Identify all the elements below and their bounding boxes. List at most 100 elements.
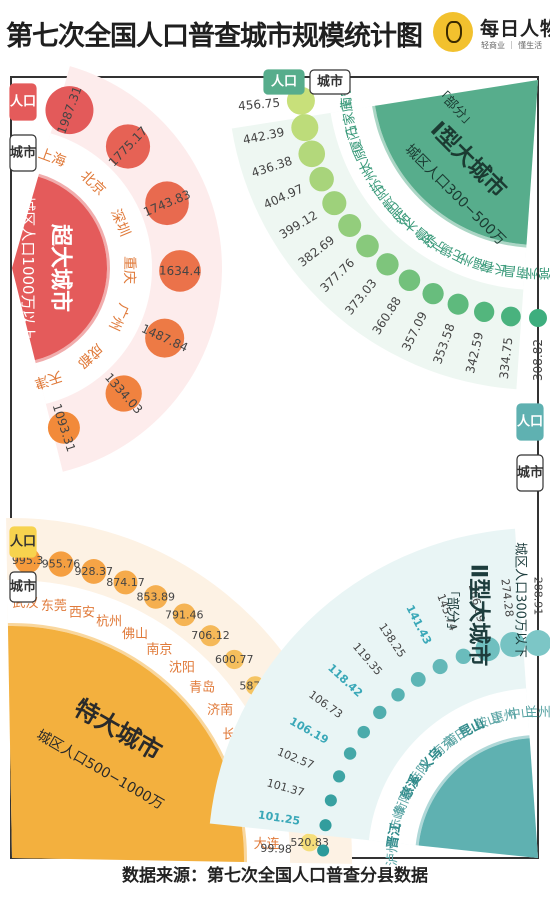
city-label: 南昌 — [502, 262, 530, 281]
pill-population-mega-text: 人口 — [10, 534, 36, 550]
value-bubble — [298, 140, 326, 168]
value-bubble — [224, 649, 244, 670]
value-bubble — [332, 770, 346, 783]
city-band — [7, 580, 291, 863]
city-label: 中山 — [507, 705, 535, 723]
pill-population-mega — [9, 526, 37, 558]
value-bubble — [48, 551, 74, 577]
value-bubble — [447, 293, 469, 315]
core-ring — [372, 105, 527, 248]
pill-city-mega — [9, 571, 37, 603]
pill-population-super — [9, 83, 37, 121]
value-bubble — [343, 747, 357, 760]
data-source: 数据来源：第七次全国人口普查分县数据 — [122, 866, 428, 886]
value-bubble — [525, 630, 550, 656]
value-bubble — [317, 844, 330, 857]
city-label: 青岛 — [189, 680, 215, 696]
value-label: 288.91 — [532, 577, 545, 616]
value-label: 791.46 — [165, 608, 204, 621]
value-bubble — [391, 688, 405, 702]
city-band — [330, 105, 527, 290]
value-bubble — [376, 253, 399, 276]
value-label: 308.82 — [531, 339, 545, 381]
city-band — [34, 133, 152, 404]
value-bubble — [432, 659, 448, 675]
city-label: 大连 — [254, 836, 280, 852]
brand-tagline: 轻商业 ｜ 懂生活 — [481, 41, 543, 50]
value-label: 853.89 — [137, 590, 176, 603]
pill-city-mega-text: 城市 — [10, 579, 36, 595]
value-bubble — [357, 725, 370, 739]
value-label: 955.76 — [42, 558, 81, 571]
page-title: 第七次全国人口普查城市规模统计图 — [6, 21, 423, 52]
value-bubble — [47, 411, 80, 444]
value-bubble — [45, 86, 94, 135]
city-label: 赤峰 — [388, 805, 409, 834]
super-subtitle: 城区人口1000万以上 — [19, 196, 37, 339]
value-bubble — [356, 234, 379, 258]
value-bubble — [373, 705, 387, 720]
pill-population-typeII-text: 人口 — [517, 414, 543, 430]
value-bubble — [159, 250, 201, 292]
value-bubble — [199, 625, 222, 647]
city-label: 石家庄 — [338, 98, 361, 139]
value-label: 600.77 — [215, 653, 254, 666]
value-label: 274.28 — [498, 578, 515, 618]
value-label: 334.75 — [497, 337, 516, 380]
core-ring — [415, 735, 530, 846]
pill-population-super-text: 人口 — [10, 94, 36, 110]
pill-city-super-text: 城市 — [10, 145, 36, 161]
super-title: 超大城市 — [48, 224, 74, 312]
core-sector — [12, 176, 108, 361]
city-label: 泸州 — [385, 840, 401, 867]
header-divider — [403, 22, 405, 48]
header: 第七次全国人口普查城市规模统计图 每日人物 轻商业 ｜ 懂生活 — [0, 0, 550, 66]
city-band — [368, 688, 530, 846]
city-label: 重庆 — [121, 256, 137, 284]
city-label: 晋江 — [384, 822, 404, 850]
pill-population-typeI — [263, 69, 305, 95]
value-bubble — [398, 269, 421, 292]
core-sector — [375, 80, 538, 245]
value-bubble — [81, 558, 107, 584]
pill-city-super — [9, 134, 37, 172]
city-label: 沈阳 — [169, 660, 195, 675]
city-label: 兰州 — [525, 706, 550, 721]
value-bubble — [422, 283, 444, 305]
value-bubble — [322, 191, 347, 216]
city-label: 长春 — [480, 257, 509, 277]
value-bubble — [143, 585, 168, 609]
brand-logo-icon — [433, 12, 473, 52]
value-bubble — [529, 309, 547, 327]
value-label: 1634.4 — [159, 264, 201, 279]
value-bubble — [501, 306, 521, 327]
value-bubble — [172, 603, 196, 627]
typeII-tag: 「部分」 — [445, 584, 460, 636]
pill-city-typeI-text: 城市 — [317, 74, 343, 90]
value-bubble — [338, 214, 362, 238]
value-bubble — [113, 570, 138, 595]
pill-city-typeII-text: 城市 — [517, 465, 543, 481]
value-bubble — [145, 181, 189, 226]
pill-population-typeII — [516, 403, 544, 441]
value-label: 928.37 — [75, 565, 114, 578]
value-label: 520.83 — [290, 836, 329, 849]
value-bubble — [291, 114, 319, 142]
pill-city-typeII — [516, 454, 544, 492]
value-bubble — [105, 375, 142, 412]
core-sector — [418, 738, 538, 858]
pill-city-typeI — [309, 69, 351, 95]
value-label: 99.98 — [260, 842, 292, 856]
city-label: 南京 — [146, 641, 172, 657]
typeII-subtitle: 城区人口300万以下 — [513, 542, 528, 658]
value-label: 874.17 — [106, 576, 145, 589]
value-bubble — [475, 636, 500, 662]
value-bubble — [474, 301, 495, 322]
city-label: 惠州 — [490, 707, 519, 728]
city-label: 佛山 — [122, 627, 148, 642]
value-bubble — [324, 794, 337, 807]
value-bubble — [410, 672, 426, 687]
city-label: 东莞 — [41, 599, 67, 614]
core-sector — [7, 626, 245, 863]
